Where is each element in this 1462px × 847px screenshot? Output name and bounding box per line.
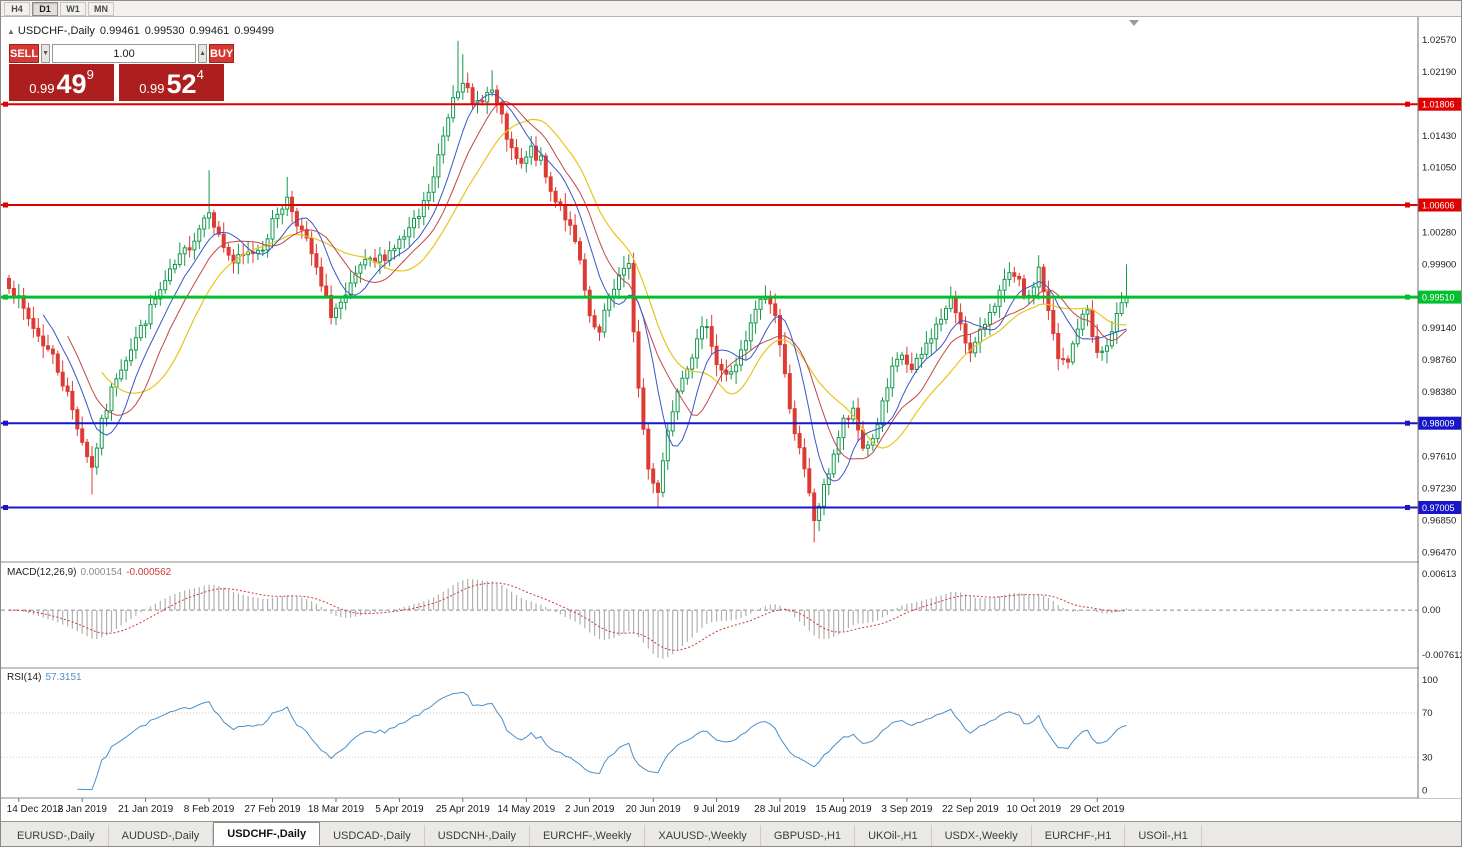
buy-price-pips: 52: [166, 69, 197, 100]
moving-averages: [42, 93, 1127, 482]
chart-ohlc-header: ▲ USDCHF-,Daily 0.99461 0.99530 0.99461 0.994…: [7, 25, 279, 37]
macd-main-value: 0.000154: [80, 567, 123, 578]
tab-usoil-h1[interactable]: USOil-,H1: [1125, 825, 1202, 846]
svg-text:20 Jun 2019: 20 Jun 2019: [626, 804, 681, 815]
svg-text:0.97005: 0.97005: [1422, 503, 1455, 513]
svg-text:25 Apr 2019: 25 Apr 2019: [436, 804, 490, 815]
svg-text:30: 30: [1422, 752, 1433, 763]
svg-text:5 Apr 2019: 5 Apr 2019: [375, 804, 424, 815]
svg-text:1.01430: 1.01430: [1422, 131, 1456, 142]
svg-text:0.96470: 0.96470: [1422, 547, 1456, 558]
svg-text:0.99140: 0.99140: [1422, 323, 1456, 334]
svg-text:0.00613: 0.00613: [1422, 569, 1456, 580]
tab-eurusd-daily[interactable]: EURUSD-,Daily: [4, 825, 109, 846]
close-value: 0.99499: [234, 25, 274, 37]
high-value: 0.99530: [144, 25, 185, 37]
sell-price-pips: 49: [56, 69, 87, 100]
svg-text:14 Dec 2018: 14 Dec 2018: [7, 804, 64, 815]
sell-button[interactable]: SELL: [9, 44, 40, 63]
macd-pane: [1, 579, 1418, 659]
tab-gbpusd-h1[interactable]: GBPUSD-,H1: [761, 825, 856, 846]
rsi-header: RSI(14) 57.3151: [7, 672, 86, 683]
svg-text:-0.0076120: -0.0076120: [1422, 650, 1462, 661]
svg-text:70: 70: [1422, 708, 1433, 719]
svg-text:1.02570: 1.02570: [1422, 35, 1456, 46]
svg-text:0.97230: 0.97230: [1422, 484, 1456, 495]
chart-shift-icon[interactable]: [1129, 20, 1139, 26]
svg-text:22 Sep 2019: 22 Sep 2019: [942, 804, 999, 815]
svg-text:29 Oct 2019: 29 Oct 2019: [1070, 804, 1125, 815]
symbol-tab-bar: EURUSD-,Daily AUDUSD-,Daily USDCHF-,Daily U…: [1, 821, 1461, 846]
tab-usdcnh-daily[interactable]: USDCNH-,Daily: [425, 825, 530, 846]
svg-text:3 Sep 2019: 3 Sep 2019: [881, 804, 933, 815]
candlestick-series: [7, 40, 1129, 543]
timeframe-toolbar: H4 D1 W1 MN: [1, 1, 1461, 17]
svg-text:8 Feb 2019: 8 Feb 2019: [184, 804, 235, 815]
tab-usdcad-daily[interactable]: USDCAD-,Daily: [320, 825, 425, 846]
rsi-name: RSI(14): [7, 672, 42, 683]
sell-price-point: 9: [86, 67, 94, 82]
macd-name: MACD(12,26,9): [7, 567, 77, 578]
price-axis[interactable]: 1.02570 1.02190 1.01430 1.01050 1.00280 0.999…: [1417, 17, 1462, 798]
chart-canvas[interactable]: 1.025701.021901.014301.010501.002800.999…: [1, 17, 1462, 823]
svg-text:0.99510: 0.99510: [1422, 293, 1455, 303]
buy-price-button[interactable]: 0.99 52 4: [119, 64, 224, 101]
horizontal-lines: [1, 101, 1418, 510]
svg-text:2 Jan 2019: 2 Jan 2019: [57, 804, 107, 815]
timeframe-button-h4[interactable]: H4: [4, 1, 30, 16]
svg-text:100: 100: [1422, 675, 1438, 686]
svg-text:10 Oct 2019: 10 Oct 2019: [1007, 804, 1062, 815]
svg-text:1.01050: 1.01050: [1422, 163, 1456, 174]
svg-text:1.00280: 1.00280: [1422, 227, 1456, 238]
buy-price-prefix: 0.99: [139, 81, 165, 96]
low-value: 0.99461: [189, 25, 230, 37]
svg-text:15 Aug 2019: 15 Aug 2019: [815, 804, 872, 815]
svg-text:21 Jan 2019: 21 Jan 2019: [118, 804, 173, 815]
rsi-pane: [1, 691, 1418, 791]
macd-signal-value: -0.000562: [126, 567, 172, 578]
symbol-label: USDCHF-,Daily: [17, 25, 95, 37]
open-value: 0.99461: [99, 25, 140, 37]
tab-usdchf-daily[interactable]: USDCHF-,Daily: [213, 822, 321, 846]
svg-text:0.99900: 0.99900: [1422, 259, 1456, 270]
rsi-value: 57.3151: [45, 672, 82, 683]
lot-decrease-icon[interactable]: ▼: [41, 44, 51, 63]
tab-audusd-daily[interactable]: AUDUSD-,Daily: [109, 825, 214, 846]
timeframe-button-d1[interactable]: D1: [32, 1, 58, 16]
timeframe-button-w1[interactable]: W1: [60, 1, 86, 16]
buy-button[interactable]: BUY: [209, 44, 235, 63]
svg-text:1.01806: 1.01806: [1422, 100, 1455, 110]
timeframe-button-mn[interactable]: MN: [88, 1, 114, 16]
svg-text:27 Feb 2019: 27 Feb 2019: [244, 804, 301, 815]
collapse-icon[interactable]: ▲: [7, 27, 15, 36]
lot-size-input[interactable]: [52, 44, 197, 63]
svg-text:0.98760: 0.98760: [1422, 355, 1456, 366]
svg-text:0.98009: 0.98009: [1422, 419, 1455, 429]
buy-price-point: 4: [196, 67, 204, 82]
svg-text:14 May 2019: 14 May 2019: [497, 804, 555, 815]
lot-increase-icon[interactable]: ▲: [198, 44, 207, 63]
tab-eurchf-h1[interactable]: EURCHF-,H1: [1032, 825, 1126, 846]
svg-text:9 Jul 2019: 9 Jul 2019: [694, 804, 741, 815]
svg-text:18 Mar 2019: 18 Mar 2019: [308, 804, 365, 815]
svg-text:1.02190: 1.02190: [1422, 67, 1456, 78]
sell-price-prefix: 0.99: [29, 81, 55, 96]
tab-eurchf-weekly[interactable]: EURCHF-,Weekly: [530, 825, 646, 846]
svg-text:0.98380: 0.98380: [1422, 387, 1456, 398]
svg-text:0: 0: [1422, 785, 1427, 796]
svg-text:2 Jun 2019: 2 Jun 2019: [565, 804, 615, 815]
macd-header: MACD(12,26,9) 0.000154 -0.000562: [7, 567, 175, 578]
svg-text:1.00606: 1.00606: [1422, 200, 1455, 210]
tab-usdx-weekly[interactable]: USDX-,Weekly: [932, 825, 1032, 846]
sell-price-button[interactable]: 0.99 49 9: [9, 64, 114, 101]
svg-text:0.96850: 0.96850: [1422, 516, 1456, 527]
tab-ukoil-h1[interactable]: UKOil-,H1: [855, 825, 932, 846]
svg-text:28 Jul 2019: 28 Jul 2019: [754, 804, 806, 815]
tab-xauusd-weekly[interactable]: XAUUSD-,Weekly: [645, 825, 761, 846]
svg-text:0.00: 0.00: [1422, 605, 1441, 616]
svg-text:0.97610: 0.97610: [1422, 452, 1456, 463]
